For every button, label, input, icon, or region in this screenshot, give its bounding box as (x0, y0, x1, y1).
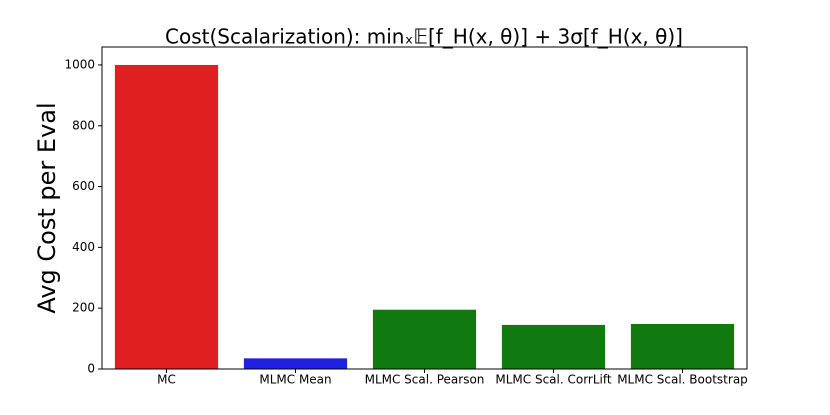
bar (501, 324, 606, 369)
bar (372, 309, 477, 369)
y-tick-label: 1000 (64, 57, 95, 71)
x-tick-label: MC (157, 373, 176, 387)
x-tick-label: MLMC Scal. CorrLift (495, 373, 612, 387)
y-tick-label: 200 (72, 301, 95, 315)
chart-title: Cost(Scalarization): minₓ𝔼[f_H(x, θ)] + … (165, 25, 683, 49)
bar (630, 323, 735, 369)
bar (243, 358, 348, 369)
y-tick-label: 400 (72, 240, 95, 254)
bar (114, 64, 219, 369)
x-tick-label: MLMC Scal. Pearson (365, 373, 485, 387)
y-tick-label: 800 (72, 118, 95, 132)
plot-frame (101, 46, 748, 370)
x-tick-label: MLMC Mean (259, 373, 331, 387)
y-axis-label: Avg Cost per Eval (33, 102, 61, 313)
y-tick-label: 0 (87, 362, 95, 376)
x-tick-label: MLMC Scal. Bootstrap (617, 373, 748, 387)
y-tick-label: 600 (72, 179, 95, 193)
